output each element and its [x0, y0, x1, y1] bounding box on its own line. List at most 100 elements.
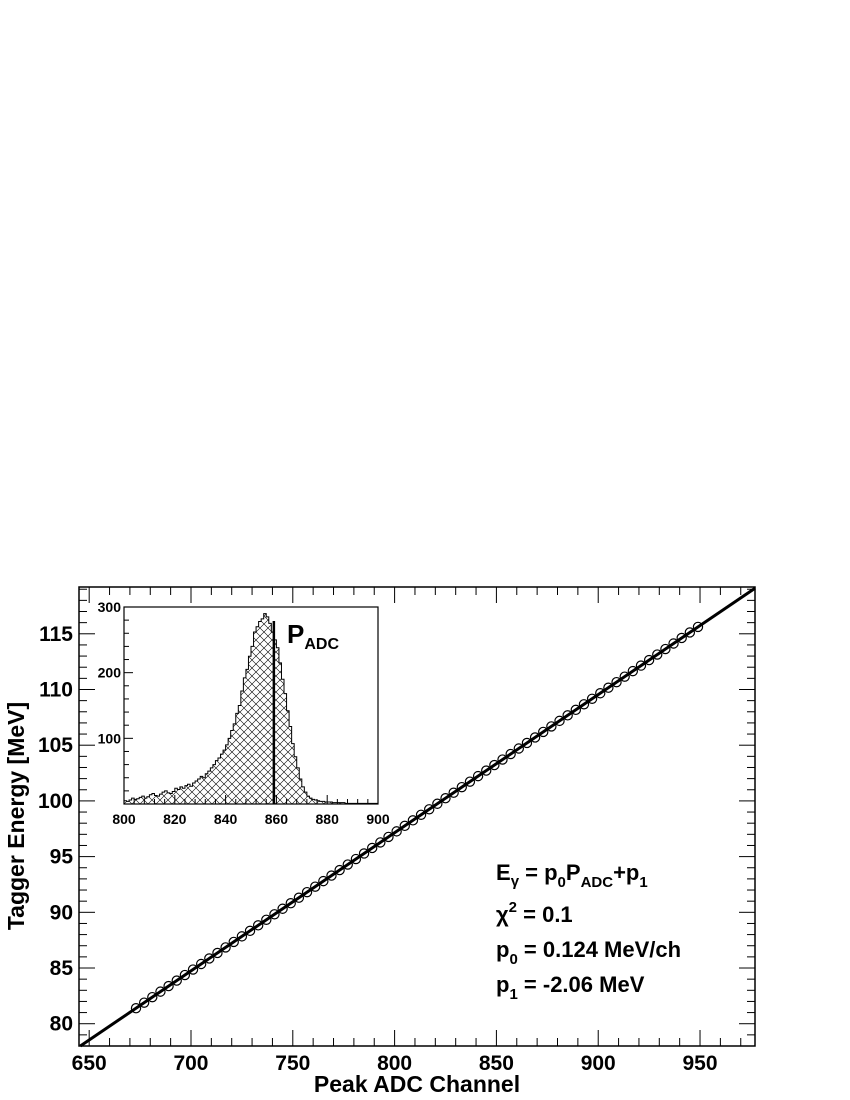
- data-point: [138, 997, 150, 1008]
- data-point: [611, 676, 622, 688]
- data-point: [448, 787, 459, 798]
- data-point: [603, 682, 614, 693]
- data-point: [399, 820, 410, 832]
- data-point: [660, 643, 671, 655]
- data-point: [269, 909, 280, 920]
- data-point: [586, 693, 598, 704]
- data-point: [334, 864, 345, 876]
- padc-label: PADC: [287, 619, 339, 653]
- data-point: [570, 704, 582, 716]
- inset-x-tick-label: 900: [366, 811, 390, 827]
- main-y-axis: 80 85 90 95 100 105 110 115: [38, 588, 755, 1047]
- p0-label: p0 = 0.124 MeV/ch: [496, 937, 681, 968]
- data-point: [415, 809, 427, 821]
- data-point: [684, 627, 696, 638]
- inset-x-tick-label: 880: [316, 811, 340, 827]
- data-point: [228, 936, 239, 948]
- y-tick-label: 115: [39, 623, 73, 646]
- inset-frame: [123, 606, 379, 805]
- y-axis-title: Tagger Energy [MeV]: [3, 702, 29, 930]
- data-point: [130, 1003, 142, 1014]
- data-point: [204, 953, 215, 964]
- data-point: [635, 660, 647, 671]
- data-point: [187, 964, 199, 975]
- data-point: [236, 931, 248, 942]
- x-tick-label: 900: [581, 1052, 616, 1075]
- p1-label: p1 = -2.06 MeV: [496, 972, 645, 1003]
- data-point: [212, 947, 223, 959]
- data-point: [652, 649, 663, 660]
- data-point: [375, 837, 386, 848]
- data-point: [309, 881, 321, 892]
- inset-y-tick-label: 200: [98, 665, 122, 681]
- main-x-axis: 650 700 750 800 850 900 950: [72, 587, 742, 1075]
- data-point: [318, 875, 329, 887]
- data-point: [155, 986, 166, 997]
- chi-square-label: χ2 = 0.1: [496, 899, 573, 927]
- data-point: [456, 781, 467, 793]
- data-point: [424, 804, 435, 815]
- data-point: [643, 654, 655, 666]
- x-tick-label: 800: [377, 1052, 412, 1075]
- data-point: [619, 671, 630, 682]
- data-point: [627, 665, 639, 677]
- data-point: [481, 765, 492, 776]
- inset-histogram: 100 200 300 800 820 840 860 880 900 PADC: [98, 599, 390, 827]
- data-point: [407, 815, 419, 826]
- fit-line-path: [79, 587, 756, 1048]
- data-point: [489, 759, 500, 771]
- data-point: [277, 903, 288, 914]
- data-point: [668, 638, 679, 649]
- data-point: [383, 831, 394, 843]
- y-tick-label: 90: [50, 901, 73, 924]
- inset-y-axis: 100 200 300: [98, 599, 133, 805]
- y-tick-label: 105: [38, 734, 73, 757]
- data-point: [367, 842, 378, 854]
- data-points: [130, 621, 704, 1014]
- inset-x-tick-label: 840: [214, 811, 238, 827]
- data-point: [171, 975, 182, 986]
- y-tick-label: 85: [50, 957, 74, 980]
- y-tick-label: 110: [39, 678, 73, 701]
- data-point: [244, 925, 256, 937]
- x-axis-title: Peak ADC Channel: [314, 1071, 520, 1097]
- inset-x-tick-label: 800: [112, 811, 136, 827]
- x-tick-label: 850: [479, 1052, 514, 1075]
- data-point: [440, 793, 451, 804]
- data-point: [432, 798, 443, 809]
- data-point: [261, 914, 272, 925]
- data-point: [220, 942, 231, 953]
- data-point: [497, 754, 508, 765]
- data-point: [350, 853, 362, 865]
- fit-line: [79, 587, 756, 1048]
- data-point: [578, 699, 590, 710]
- y-tick-label: 100: [38, 790, 73, 813]
- data-point: [147, 991, 158, 1003]
- inset-y-tick-label: 100: [98, 730, 122, 746]
- data-point: [521, 737, 533, 749]
- data-point: [595, 688, 606, 699]
- data-point: [252, 920, 264, 931]
- x-tick-label: 750: [275, 1052, 310, 1075]
- fit-formula: Eγ = p0PADC+p1: [496, 860, 648, 891]
- data-point: [562, 710, 573, 721]
- data-point: [285, 898, 296, 909]
- y-tick-label: 95: [50, 846, 74, 869]
- data-point: [692, 621, 704, 633]
- main-chart: 80 85 90 95 100 105 110 115 650 700 750 800 850 900 9…: [3, 586, 756, 1097]
- data-point: [293, 892, 305, 903]
- data-point: [179, 969, 191, 981]
- data-point: [195, 958, 207, 970]
- x-tick-label: 700: [173, 1052, 208, 1075]
- data-point: [529, 732, 541, 743]
- data-point: [505, 748, 516, 760]
- data-point: [472, 770, 484, 782]
- data-point: [464, 776, 476, 787]
- inset-x-tick-label: 860: [265, 811, 289, 827]
- x-tick-label: 650: [72, 1052, 107, 1075]
- data-point: [163, 980, 174, 992]
- inset-x-tick-label: 820: [163, 811, 187, 827]
- main-plot-frame: [78, 586, 756, 1047]
- data-point: [538, 726, 549, 738]
